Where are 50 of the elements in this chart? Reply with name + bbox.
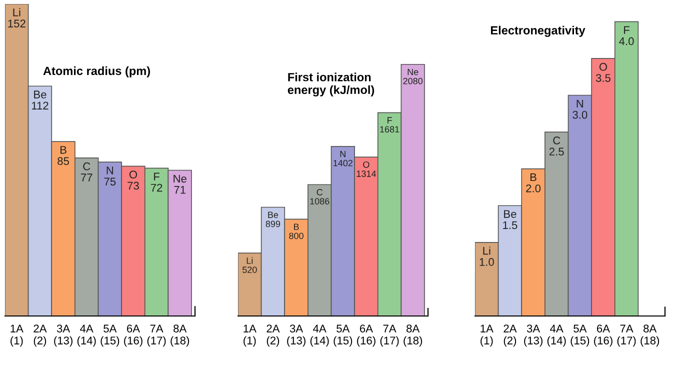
data-label: C 1086 (310, 189, 330, 204)
x-tick-label: 4A (14) (310, 324, 329, 347)
x-tick-label: 2A (2) (34, 324, 47, 347)
data-label: C 2.5 (549, 136, 564, 156)
data-label: Be 112 (32, 90, 48, 110)
data-label: O 1314 (356, 161, 376, 177)
data-label: N 75 (104, 166, 116, 186)
x-tick-label: 6A (16) (594, 324, 612, 347)
data-label: Be 899 (266, 212, 280, 228)
x-tick-label: 1A (1) (244, 324, 256, 347)
data-label: Li 1.0 (480, 246, 494, 266)
x-tick-label: 4A (14) (547, 324, 566, 347)
data-label: F 72 (150, 172, 162, 192)
data-label: Ne 2080 (403, 68, 423, 84)
x-tick-label: 6A (16) (357, 324, 376, 347)
data-label: B 800 (289, 224, 304, 240)
x-tick-label: 2A (2) (504, 324, 517, 347)
data-label: F 4.0 (619, 26, 634, 46)
x-tick-label: 7A (17) (380, 324, 399, 347)
data-label: O 3.5 (596, 62, 610, 82)
data-label: B 85 (58, 146, 69, 166)
x-tick-label: 5A (15) (570, 324, 590, 347)
x-tick-label: 1A (1) (10, 324, 24, 347)
x-tick-label: 8A (18) (640, 324, 660, 347)
x-tick-label: 3A (13) (54, 324, 72, 347)
x-tick-label: 4A (14) (77, 324, 96, 347)
data-label: C 77 (80, 162, 92, 182)
chart-title: Electronegativity (490, 26, 586, 37)
text: First ionization energy (kJ/mol) (288, 72, 374, 96)
data-label: F 1681 (380, 117, 400, 133)
x-tick-label: 8A (18) (404, 324, 422, 347)
x-tick-label: 3A (13) (524, 324, 542, 347)
x-tick-label: 5A (15) (100, 324, 120, 347)
data-label: Li 520 (242, 257, 257, 273)
data-label: N 3.0 (572, 100, 588, 119)
x-tick-label: 8A (18) (170, 324, 190, 347)
x-tick-label: 3A (13) (287, 324, 306, 347)
data-label: B 2.0 (526, 173, 541, 192)
data-label: O 73 (128, 170, 139, 190)
text: Atomic radius (pm) (43, 66, 150, 78)
x-tick-label: 7A (17) (147, 324, 166, 347)
data-label: Be 1.5 (503, 210, 518, 230)
x-tick-label: 7A (17) (617, 324, 636, 347)
data-label: Li 152 (8, 8, 26, 28)
data-label: Ne 71 (174, 174, 186, 194)
x-tick-label: 6A (16) (124, 324, 142, 347)
data-label: N 1402 (334, 150, 352, 166)
x-tick-label: 5A (15) (334, 324, 352, 347)
x-tick-label: 1A (1) (480, 324, 494, 347)
x-tick-label: 2A (2) (266, 324, 280, 347)
